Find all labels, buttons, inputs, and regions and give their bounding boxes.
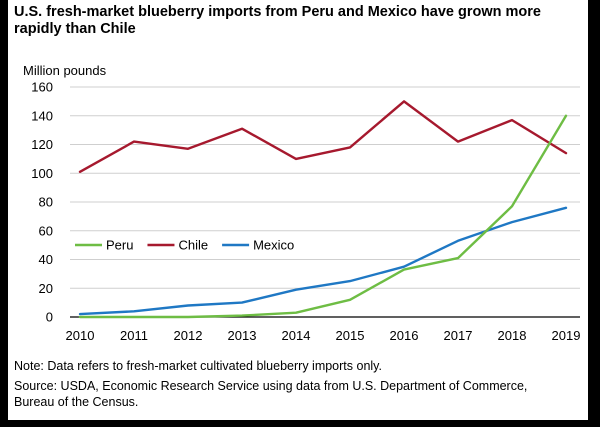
- x-tick-label: 2015: [336, 328, 365, 343]
- y-tick-label: 160: [31, 80, 53, 95]
- chart-title: U.S. fresh-market blueberry imports from…: [14, 4, 541, 37]
- x-tick-label: 2019: [552, 328, 581, 343]
- source-text-line-2: Bureau of the Census.: [14, 395, 139, 409]
- y-tick-label: 60: [39, 223, 53, 238]
- source-text-line-1: Source: USDA, Economic Research Service …: [14, 379, 528, 393]
- legend-label-mexico: Mexico: [253, 238, 294, 253]
- legend-label-peru: Peru: [106, 238, 133, 253]
- y-tick-label: 140: [31, 108, 53, 123]
- series-line-peru: [78, 114, 568, 319]
- legend-label-chile: Chile: [178, 238, 208, 253]
- chart-panel: U.S. fresh-market blueberry imports from…: [8, 0, 588, 420]
- line-chart: 0 20 40 60 80 100 120 140 160 2010 2011 2012 2013 201…: [31, 80, 581, 344]
- y-axis-label: Million pounds: [23, 63, 107, 78]
- series-line-chile: [78, 100, 568, 174]
- note-text: Note: Data refers to fresh-market cultiv…: [14, 359, 382, 373]
- x-tick-label: 2016: [390, 328, 419, 343]
- x-tick-label: 2012: [174, 328, 203, 343]
- y-tick-label: 0: [46, 310, 53, 325]
- x-tick-label: 2010: [66, 328, 95, 343]
- y-tick-label: 120: [31, 137, 53, 152]
- x-tick-label: 2018: [498, 328, 527, 343]
- y-tick-label: 100: [31, 166, 53, 181]
- y-tick-label: 40: [39, 252, 53, 267]
- y-tick-label: 80: [39, 195, 53, 210]
- x-tick-label: 2011: [120, 328, 148, 343]
- x-tick-label: 2017: [444, 328, 473, 343]
- y-tick-label: 20: [39, 281, 53, 296]
- chart-notes: Note: Data refers to fresh-market cultiv…: [14, 358, 584, 410]
- x-tick-label: 2014: [282, 328, 311, 343]
- x-tick-label: 2013: [228, 328, 257, 343]
